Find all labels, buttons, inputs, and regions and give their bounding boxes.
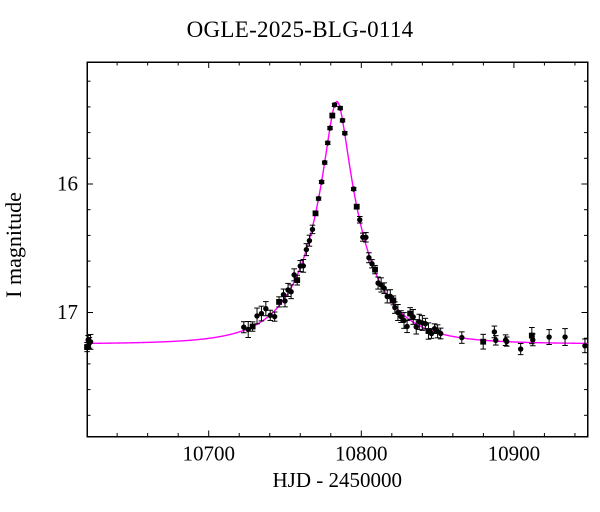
svg-text:10700: 10700 <box>182 442 235 466</box>
svg-text:16: 16 <box>57 172 78 196</box>
svg-text:10800: 10800 <box>335 442 388 466</box>
svg-text:10900: 10900 <box>488 442 541 466</box>
svg-text:17: 17 <box>57 300 78 324</box>
